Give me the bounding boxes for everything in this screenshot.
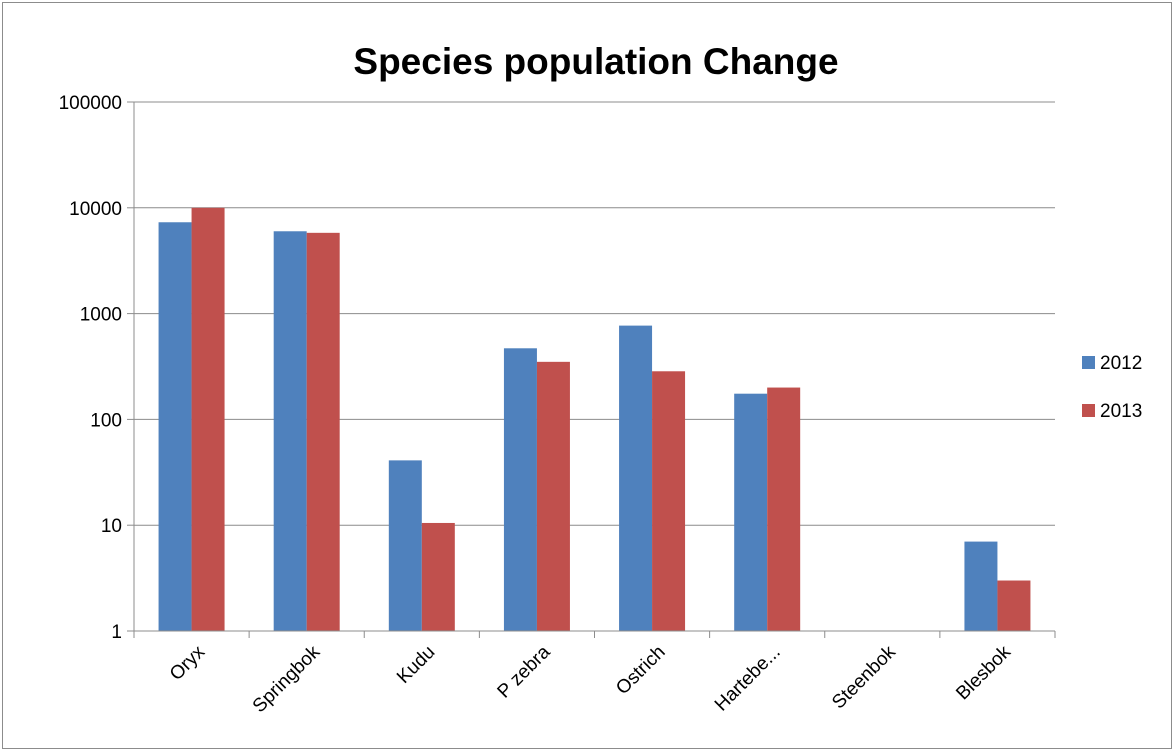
- bar-2012-P zebra: [503, 348, 537, 631]
- legend-swatch-2012: [1082, 356, 1095, 369]
- x-tick-label: Oryx: [166, 641, 210, 685]
- y-tick-label: 10000: [69, 199, 122, 220]
- y-tick-label: 1: [111, 622, 122, 643]
- x-tick-labels: Oryx Springbok Kudu P zebra Ostrich Hartebe..…: [166, 641, 1015, 717]
- y-tick-label: 100000: [59, 93, 122, 114]
- x-tick-label: Springbok: [249, 641, 325, 717]
- x-tick-label: Blesbok: [952, 641, 1015, 704]
- bar-2013-P zebra: [536, 361, 570, 631]
- bar-2013-Blesbok: [997, 580, 1031, 631]
- bar-2012-Ostrich: [619, 325, 653, 631]
- legend-label-2013: 2013: [1100, 401, 1142, 422]
- bars: [158, 207, 1031, 632]
- bar-2013-Oryx: [191, 207, 225, 632]
- bar-2012-Springbok: [273, 231, 307, 631]
- bar-2013-Hartebe...: [767, 387, 801, 631]
- y-tick-label: 10: [101, 516, 122, 537]
- y-tick-label: 100: [90, 410, 122, 431]
- bar-2013-Kudu: [421, 522, 455, 631]
- bar-2012-Oryx: [158, 222, 192, 631]
- x-tick-label: Kudu: [393, 642, 439, 688]
- x-tick-label: Steenbok: [828, 641, 900, 713]
- chart-title: Species population Change: [353, 41, 838, 82]
- x-tick-label: Ostrich: [612, 642, 669, 699]
- x-tick-label: Hartebe...: [711, 642, 785, 716]
- gridlines: [134, 101, 1055, 526]
- axes: [127, 101, 1056, 638]
- legend-swatch-2013: [1082, 404, 1095, 417]
- bar-2012-Blesbok: [964, 541, 998, 631]
- bar-2012-Kudu: [388, 460, 422, 631]
- legend-label-2012: 2012: [1100, 353, 1142, 374]
- y-tick-labels: 1 10 100 1000 10000 100000: [59, 93, 122, 643]
- legend: 2012 2013: [1082, 353, 1142, 422]
- bar-2012-Hartebe...: [734, 393, 768, 631]
- bar-2013-Ostrich: [652, 371, 686, 631]
- y-tick-label: 1000: [80, 305, 122, 326]
- x-tick-label: P zebra: [494, 641, 555, 702]
- bar-2013-Springbok: [306, 232, 340, 631]
